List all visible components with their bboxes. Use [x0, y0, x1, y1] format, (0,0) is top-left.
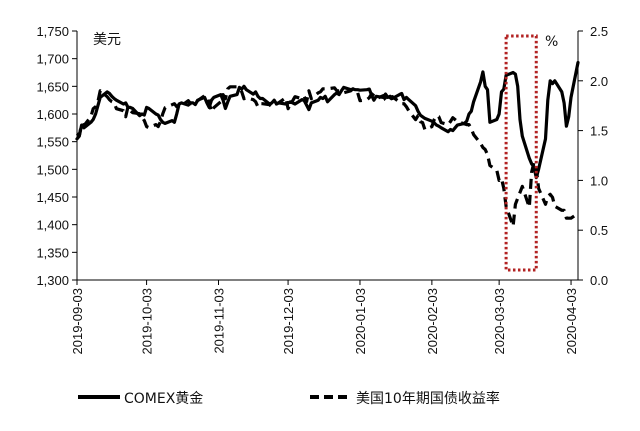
left-axis-unit: 美元 — [93, 32, 121, 48]
right-tick-label: 0.0 — [590, 273, 608, 288]
left-tick-label: 1,650 — [36, 79, 69, 94]
axes-group — [76, 31, 579, 281]
series-line-gold — [75, 60, 580, 180]
right-tick-label: 0.5 — [590, 223, 608, 238]
series-line-yield — [75, 85, 579, 228]
x-tick-label: 2020-02-03 — [425, 288, 440, 355]
left-tick-label: 1,750 — [36, 24, 69, 39]
x-tick-label: 2019-09-03 — [70, 288, 85, 355]
x-tick-label: 2020-03-03 — [492, 288, 507, 355]
left-tick-label: 1,400 — [36, 218, 69, 233]
right-tick-label: 2.5 — [590, 24, 608, 39]
legend: COMEX黄金 美国10年期国债收益率 — [78, 390, 500, 407]
x-tick-label: 2019-12-03 — [281, 288, 296, 355]
right-tick-labels: 0.0 0.5 1.0 1.5 2.0 2.5 — [578, 24, 608, 288]
left-tick-label: 1,550 — [36, 135, 69, 150]
x-tick-label: 2020-01-03 — [353, 288, 368, 355]
right-tick-label: 1.0 — [590, 173, 608, 188]
x-tick-label: 2020-04-03 — [564, 288, 579, 355]
x-tick-label: 2019-10-03 — [140, 288, 155, 355]
left-tick-label: 1,350 — [36, 245, 69, 260]
x-tick-labels: 2019-09-03 2019-10-03 2019-11-03 2019-12-03… — [70, 280, 579, 355]
series-group — [75, 60, 580, 228]
left-tick-label: 1,700 — [36, 52, 69, 67]
right-axis-unit: % — [545, 34, 558, 50]
legend-label-gold: COMEX黄金 — [124, 390, 203, 407]
left-tick-label: 1,500 — [36, 162, 69, 177]
left-tick-labels: 1,300 1,350 1,400 1,450 1,500 1,550 1,600 1,650… — [36, 24, 77, 288]
left-tick-label: 1,600 — [36, 107, 69, 122]
left-tick-label: 1,300 — [36, 273, 69, 288]
legend-label-yield: 美国10年期国债收益率 — [356, 390, 500, 407]
highlight-box — [504, 34, 538, 272]
x-tick-label: 2019-11-03 — [211, 288, 226, 354]
right-tick-label: 1.5 — [590, 124, 608, 139]
left-tick-label: 1,450 — [36, 190, 69, 205]
right-tick-label: 2.0 — [590, 74, 608, 89]
